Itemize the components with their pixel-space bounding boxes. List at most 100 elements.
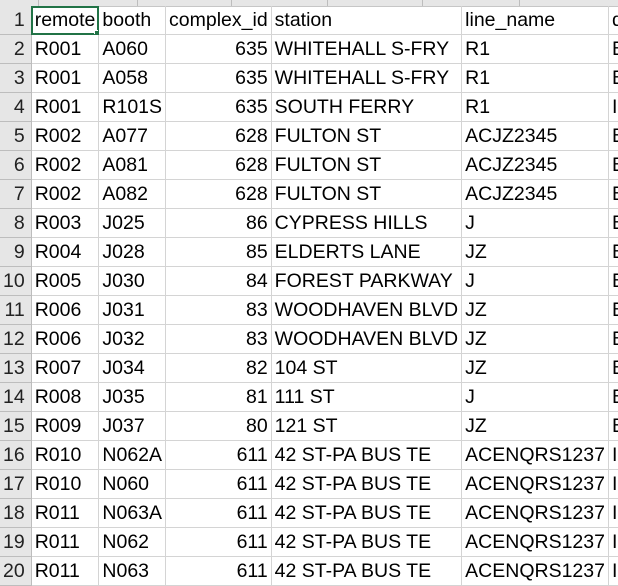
cell-remote[interactable]: R006 (31, 295, 100, 325)
cell-division[interactable]: BMT (608, 411, 618, 441)
cell-line-name[interactable]: J (461, 208, 609, 238)
header-cell-division[interactable]: division (608, 6, 618, 35)
row-number[interactable]: 6 (0, 150, 32, 180)
cell-station[interactable]: 42 ST-PA BUS TE (271, 498, 463, 528)
cell-remote[interactable]: R009 (31, 411, 100, 441)
cell-remote[interactable]: R007 (31, 353, 100, 383)
cell-line-name[interactable]: ACENQRS1237 (461, 556, 609, 586)
cell-complex-id[interactable]: 611 (165, 440, 272, 470)
column-separator[interactable] (38, 0, 39, 6)
cell-station[interactable]: 121 ST (271, 411, 463, 441)
cell-station[interactable]: WOODHAVEN BLVD (271, 324, 463, 354)
cell-booth[interactable]: N063 (98, 556, 167, 586)
cell-booth[interactable]: J030 (98, 266, 167, 296)
cell-remote[interactable]: R011 (31, 556, 100, 586)
cell-station[interactable]: 42 ST-PA BUS TE (271, 469, 463, 499)
cell-line-name[interactable]: ACJZ2345 (461, 121, 609, 151)
cell-station[interactable]: 42 ST-PA BUS TE (271, 527, 463, 557)
row-number[interactable]: 14 (0, 382, 32, 412)
cell-complex-id[interactable]: 635 (165, 92, 272, 122)
cell-booth[interactable]: A082 (98, 179, 167, 209)
column-separator[interactable] (137, 0, 138, 6)
cell-remote[interactable]: R002 (31, 179, 100, 209)
cell-line-name[interactable]: ACENQRS1237 (461, 440, 609, 470)
cell-line-name[interactable]: JZ (461, 237, 609, 267)
cell-complex-id[interactable]: 82 (165, 353, 272, 383)
cell-line-name[interactable]: ACENQRS1237 (461, 498, 609, 528)
cell-booth[interactable]: A081 (98, 150, 167, 180)
cell-station[interactable]: 42 ST-PA BUS TE (271, 556, 463, 586)
cell-complex-id[interactable]: 611 (165, 556, 272, 586)
cell-division[interactable]: BMT (608, 237, 618, 267)
cell-line-name[interactable]: JZ (461, 295, 609, 325)
cell-station[interactable]: ELDERTS LANE (271, 237, 463, 267)
row-number[interactable]: 18 (0, 498, 32, 528)
cell-station[interactable]: 104 ST (271, 353, 463, 383)
row-number[interactable]: 5 (0, 121, 32, 151)
cell-station[interactable]: SOUTH FERRY (271, 92, 463, 122)
header-cell-complex-id[interactable]: complex_id (165, 6, 272, 35)
row-number[interactable]: 16 (0, 440, 32, 470)
row-number[interactable]: 2 (0, 34, 32, 64)
cell-line-name[interactable]: ACJZ2345 (461, 179, 609, 209)
cell-complex-id[interactable]: 611 (165, 469, 272, 499)
cell-station[interactable]: WHITEHALL S-FRY (271, 34, 463, 64)
cell-booth[interactable]: R101S (98, 92, 167, 122)
column-separator[interactable] (231, 0, 232, 6)
cell-station[interactable]: FULTON ST (271, 179, 463, 209)
cell-division[interactable]: BMT (608, 150, 618, 180)
cell-line-name[interactable]: ACJZ2345 (461, 150, 609, 180)
cell-booth[interactable]: A060 (98, 34, 167, 64)
cell-division[interactable]: BMT (608, 266, 618, 296)
cell-complex-id[interactable]: 83 (165, 324, 272, 354)
column-separator[interactable] (327, 0, 328, 6)
cell-division[interactable]: IRT (608, 92, 618, 122)
cell-line-name[interactable]: R1 (461, 63, 609, 93)
fill-handle[interactable] (94, 30, 98, 34)
cell-remote[interactable]: R011 (31, 527, 100, 557)
cell-station[interactable]: FULTON ST (271, 150, 463, 180)
row-number[interactable]: 19 (0, 527, 32, 557)
cell-booth[interactable]: J025 (98, 208, 167, 238)
row-number[interactable]: 15 (0, 411, 32, 441)
cell-remote[interactable]: R002 (31, 150, 100, 180)
header-cell-remote[interactable]: remote (31, 6, 100, 35)
cell-booth[interactable]: J028 (98, 237, 167, 267)
cell-booth[interactable]: J032 (98, 324, 167, 354)
cell-remote[interactable]: R008 (31, 382, 100, 412)
cell-booth[interactable]: J031 (98, 295, 167, 325)
row-number[interactable]: 9 (0, 237, 32, 267)
cell-booth[interactable]: N060 (98, 469, 167, 499)
cell-remote[interactable]: R005 (31, 266, 100, 296)
cell-complex-id[interactable]: 84 (165, 266, 272, 296)
cell-complex-id[interactable]: 635 (165, 34, 272, 64)
row-number[interactable]: 10 (0, 266, 32, 296)
cell-line-name[interactable]: J (461, 382, 609, 412)
cell-line-name[interactable]: J (461, 266, 609, 296)
cell-remote[interactable]: R001 (31, 92, 100, 122)
cell-booth[interactable]: A058 (98, 63, 167, 93)
column-separator[interactable] (519, 0, 520, 6)
cell-complex-id[interactable]: 628 (165, 150, 272, 180)
row-number[interactable]: 3 (0, 63, 32, 93)
cell-complex-id[interactable]: 628 (165, 179, 272, 209)
cell-booth[interactable]: N062A (98, 440, 167, 470)
cell-station[interactable]: WOODHAVEN BLVD (271, 295, 463, 325)
cell-division[interactable]: IND (608, 440, 618, 470)
row-number[interactable]: 7 (0, 179, 32, 209)
cell-complex-id[interactable]: 86 (165, 208, 272, 238)
cell-division[interactable]: BMT (608, 63, 618, 93)
cell-remote[interactable]: R003 (31, 208, 100, 238)
cell-line-name[interactable]: JZ (461, 353, 609, 383)
row-number[interactable]: 4 (0, 92, 32, 122)
cell-division[interactable]: BMT (608, 179, 618, 209)
cell-division[interactable]: BMT (608, 121, 618, 151)
cell-complex-id[interactable]: 611 (165, 498, 272, 528)
cell-division[interactable]: IND (608, 527, 618, 557)
cell-remote[interactable]: R010 (31, 469, 100, 499)
row-number[interactable]: 11 (0, 295, 32, 325)
cell-booth[interactable]: N063A (98, 498, 167, 528)
cell-division[interactable]: IND (608, 498, 618, 528)
cell-line-name[interactable]: ACENQRS1237 (461, 527, 609, 557)
cell-booth[interactable]: A077 (98, 121, 167, 151)
